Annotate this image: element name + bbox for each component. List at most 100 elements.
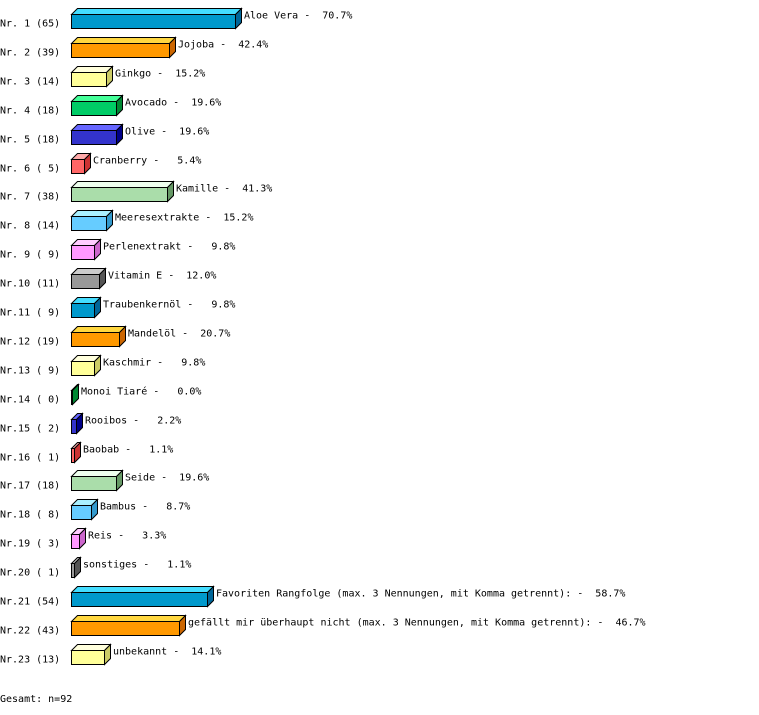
rank-label: Nr.20 ( 1) [0, 568, 60, 579]
bar-row: Nr.10 (11) Vitamin E - 12.0% [0, 267, 216, 290]
bar-row: Nr.19 ( 3) Reis - 3.3% [0, 527, 166, 550]
bar-label: Traubenkernöl - 9.8% [103, 300, 235, 311]
bar-label: Perlenextrakt - 9.8% [103, 242, 235, 253]
bar-row: Nr.11 ( 9) Traubenkernöl - 9.8% [0, 296, 235, 319]
bar-row: Nr.21 (54) Favoriten Rangfolge (max. 3 Ne… [0, 585, 625, 608]
bar-row: Nr.12 (19) Mandelöl - 20.7% [0, 325, 230, 348]
bar-label: Jojoba - 42.4% [178, 40, 268, 51]
rank-label: Nr. 9 ( 9) [0, 250, 60, 261]
bar-top [70, 586, 215, 593]
bar-label: Avocado - 19.6% [125, 98, 221, 109]
bar [71, 101, 117, 116]
bar-label: Aloe Vera - 70.7% [244, 11, 352, 22]
bar [71, 303, 95, 318]
rank-label: Nr. 7 (38) [0, 192, 60, 203]
total-footer: Gesamt: n=92 [0, 694, 72, 705]
rank-label: Nr.16 ( 1) [0, 453, 60, 464]
bar [71, 130, 117, 145]
bar-row: Nr.14 ( 0) Monoi Tiaré - 0.0% [0, 383, 201, 406]
bar-label: sonstiges - 1.1% [83, 560, 191, 571]
rank-label: Nr.18 ( 8) [0, 510, 60, 521]
bar [71, 448, 75, 463]
bar [71, 621, 180, 636]
rank-label: Nr.23 (13) [0, 655, 60, 666]
rank-label: Nr. 4 (18) [0, 106, 60, 117]
rank-label: Nr. 2 (39) [0, 48, 60, 59]
bar-top [70, 37, 177, 44]
bar [71, 72, 107, 87]
bar-row: Nr. 8 (14) Meeresextrakte - 15.2% [0, 209, 253, 232]
bar [71, 419, 77, 434]
bar-label: unbekannt - 14.1% [113, 647, 221, 658]
rank-label: Nr. 8 (14) [0, 221, 60, 232]
bar-label: Kamille - 41.3% [176, 184, 272, 195]
bar-label: Mandelöl - 20.7% [128, 329, 230, 340]
bar-top [70, 644, 112, 651]
bar-top [70, 470, 124, 477]
bar-top [70, 326, 127, 333]
bar [71, 563, 75, 578]
rank-label: Nr. 6 ( 5) [0, 164, 60, 175]
bar-label: Meeresextrakte - 15.2% [115, 213, 253, 224]
bar-row: Nr.17 (18) Seide - 19.6% [0, 469, 209, 492]
bar [71, 592, 208, 607]
bar-label: Olive - 19.6% [125, 127, 209, 138]
bar-row: Nr. 7 (38) Kamille - 41.3% [0, 180, 272, 203]
rank-label: Nr.17 (18) [0, 481, 60, 492]
rank-label: Nr.14 ( 0) [0, 395, 60, 406]
bar-row: Nr. 2 (39) Jojoba - 42.4% [0, 36, 268, 59]
bar [71, 43, 170, 58]
bar [71, 245, 95, 260]
rank-label: Nr.10 (11) [0, 279, 60, 290]
bar-top [70, 8, 243, 15]
bar-label: Kaschmir - 9.8% [103, 358, 205, 369]
bar [71, 650, 105, 665]
bar-row: Nr.16 ( 1) Baobab - 1.1% [0, 441, 173, 464]
rank-label: Nr.21 (54) [0, 597, 60, 608]
bar-side [72, 383, 79, 406]
bar [71, 187, 168, 202]
bar-label: Monoi Tiaré - 0.0% [81, 386, 201, 398]
bar [71, 476, 117, 491]
bar-row: Nr. 1 (65) Aloe Vera - 70.7% [0, 7, 352, 30]
bar-label: Favoriten Rangfolge (max. 3 Nennungen, m… [216, 589, 625, 600]
rank-label: Nr.15 ( 2) [0, 424, 60, 435]
bar-row: Nr.15 ( 2) Rooibos - 2.2% [0, 412, 181, 435]
bar-top [70, 210, 114, 217]
bar [71, 159, 85, 174]
bar-top [70, 181, 175, 188]
bar-row: Nr. 6 ( 5) Cranberry - 5.4% [0, 152, 201, 175]
bar-row: Nr. 5 (18) Olive - 19.6% [0, 123, 209, 146]
bar-label: Baobab - 1.1% [83, 445, 173, 456]
bar-top [70, 95, 124, 102]
bar-row: Nr. 9 ( 9) Perlenextrakt - 9.8% [0, 238, 235, 261]
rank-label: Nr.22 (43) [0, 626, 60, 637]
bar-row: Nr.13 ( 9) Kaschmir - 9.8% [0, 354, 205, 377]
bar-label: Reis - 3.3% [88, 531, 166, 542]
bar-top [70, 124, 124, 131]
rank-label: Nr. 1 (65) [0, 19, 60, 30]
bar [71, 332, 120, 347]
rank-label: Nr.13 ( 9) [0, 366, 60, 377]
bar-label: Rooibos - 2.2% [85, 416, 181, 427]
bar [71, 14, 236, 29]
rank-label: Nr. 5 (18) [0, 135, 60, 146]
rank-label: Nr. 3 (14) [0, 77, 60, 88]
bar [71, 505, 92, 520]
bar-label: Seide - 19.6% [125, 473, 209, 484]
bar-row: Nr.18 ( 8) Bambus - 8.7% [0, 498, 190, 521]
bar-top [70, 615, 187, 622]
bar-row: Nr.22 (43) gefällt mir überhaupt nicht (m… [0, 614, 646, 637]
bar [71, 390, 73, 405]
bar-row: Nr.20 ( 1) sonstiges - 1.1% [0, 556, 191, 579]
bar [71, 274, 100, 289]
bar-label: Cranberry - 5.4% [93, 156, 201, 167]
rank-label: Nr.19 ( 3) [0, 539, 60, 550]
bar-row: Nr.23 (13) unbekannt - 14.1% [0, 643, 221, 666]
bar [71, 534, 80, 549]
rank-label: Nr.11 ( 9) [0, 308, 60, 319]
bar-label: Ginkgo - 15.2% [115, 69, 205, 80]
rank-label: Nr.12 (19) [0, 337, 60, 348]
bar-label: gefällt mir überhaupt nicht (max. 3 Nenn… [188, 618, 646, 629]
